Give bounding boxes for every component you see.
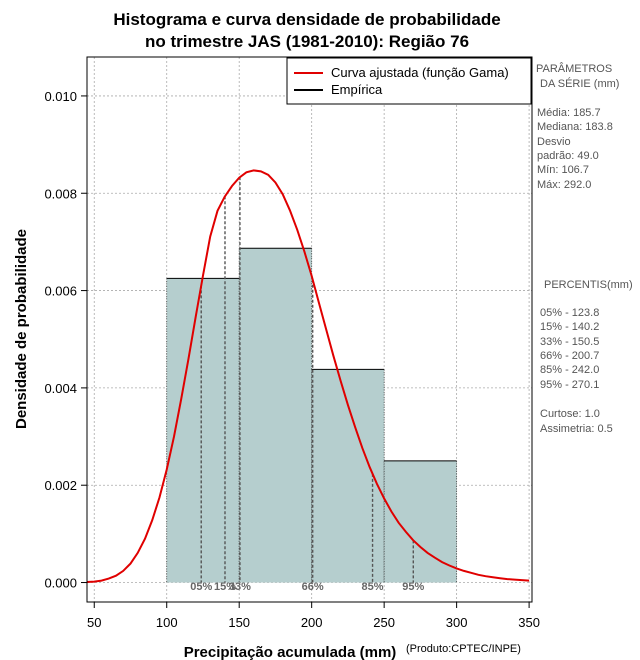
- percentil-95: 95% - 270.1: [540, 379, 599, 391]
- y-axis-ticks: 0.000 0.002 0.004 0.006 0.008 0.010: [44, 89, 87, 591]
- percentil-85: 85% - 242.0: [540, 364, 599, 376]
- stat-padrao: padrão: 49.0: [537, 150, 599, 162]
- y-tick-label-4: 0.008: [44, 186, 77, 201]
- percentile-label-5: 95%: [402, 581, 424, 593]
- stat-desvio: Desvio: [537, 136, 571, 148]
- x-axis-title: Precipitação acumulada (mm): [184, 644, 397, 660]
- x-tick-label-1: 100: [156, 615, 178, 630]
- percentil-66: 66% - 200.7: [540, 350, 599, 362]
- x-axis-ticks: 50 100 150 200 250 300 350: [87, 602, 540, 630]
- credit-note: (Produto:CPTEC/INPE): [406, 643, 521, 655]
- x-tick-label-6: 350: [518, 615, 540, 630]
- percentile-label-0: 05%: [190, 581, 212, 593]
- percentile-label-3: 66%: [302, 581, 324, 593]
- y-tick-label-3: 0.006: [44, 284, 77, 299]
- plot-frame: [86, 56, 533, 603]
- y-tick-label-1: 0.002: [44, 478, 77, 493]
- percentil-15: 15% - 140.2: [540, 321, 599, 333]
- stat-mediana: Mediana: 183.8: [537, 121, 613, 133]
- legend-label-empirical: Empírica: [331, 82, 383, 97]
- y-tick-label-0: 0.000: [44, 576, 77, 591]
- y-tick-label-2: 0.004: [44, 381, 77, 396]
- percentil-33: 33% - 150.5: [540, 336, 599, 348]
- percentile-label-2: 33%: [229, 581, 251, 593]
- stat-max: Máx: 292.0: [537, 179, 591, 191]
- y-axis-title: Densidade de probabilidade: [13, 229, 30, 429]
- percentile-label-4: 85%: [362, 581, 384, 593]
- histogram-bar-1: [239, 248, 312, 583]
- percentis-title: PERCENTIS(mm): [544, 279, 633, 291]
- params-title-2: DA SÉRIE (mm): [540, 77, 619, 90]
- x-tick-label-5: 300: [446, 615, 468, 630]
- chart-title-line1: Histograma e curva densidade de probabil…: [113, 10, 500, 29]
- percentile-lines: [200, 177, 414, 583]
- y-tick-label-5: 0.010: [44, 89, 77, 104]
- side-panel: PARÂMETROS DA SÉRIE (mm) Média: 185.7 Me…: [536, 62, 633, 435]
- legend: Curva ajustada (função Gama) Empírica: [286, 57, 532, 105]
- stat-media: Média: 185.7: [537, 107, 601, 119]
- stat-min: Mín: 106.7: [537, 164, 589, 176]
- legend-label-fitted: Curva ajustada (função Gama): [331, 65, 509, 80]
- percentile-labels: 05% 15%33% 66% 85% 95%: [190, 581, 424, 593]
- params-title-1: PARÂMETROS: [536, 62, 612, 75]
- fitted-curve-layer: [86, 169, 530, 583]
- percentil-05: 05% - 123.8: [540, 307, 599, 319]
- histogram-bar-0: [166, 278, 240, 583]
- percentile-label-1: 15%: [214, 581, 236, 593]
- stat-curtose: Curtose: 1.0: [540, 408, 600, 420]
- legend-box: [286, 57, 532, 105]
- x-tick-label-0: 50: [87, 615, 101, 630]
- x-tick-label-4: 250: [373, 615, 395, 630]
- chart-title-line2: no trimestre JAS (1981-2010): Região 76: [145, 32, 469, 51]
- histogram-bars: [166, 247, 458, 583]
- x-tick-label-2: 150: [228, 615, 250, 630]
- x-tick-label-3: 200: [301, 615, 323, 630]
- stat-assimetria: Assimetria: 0.5: [540, 423, 613, 435]
- fitted-curve-line: [86, 169, 530, 583]
